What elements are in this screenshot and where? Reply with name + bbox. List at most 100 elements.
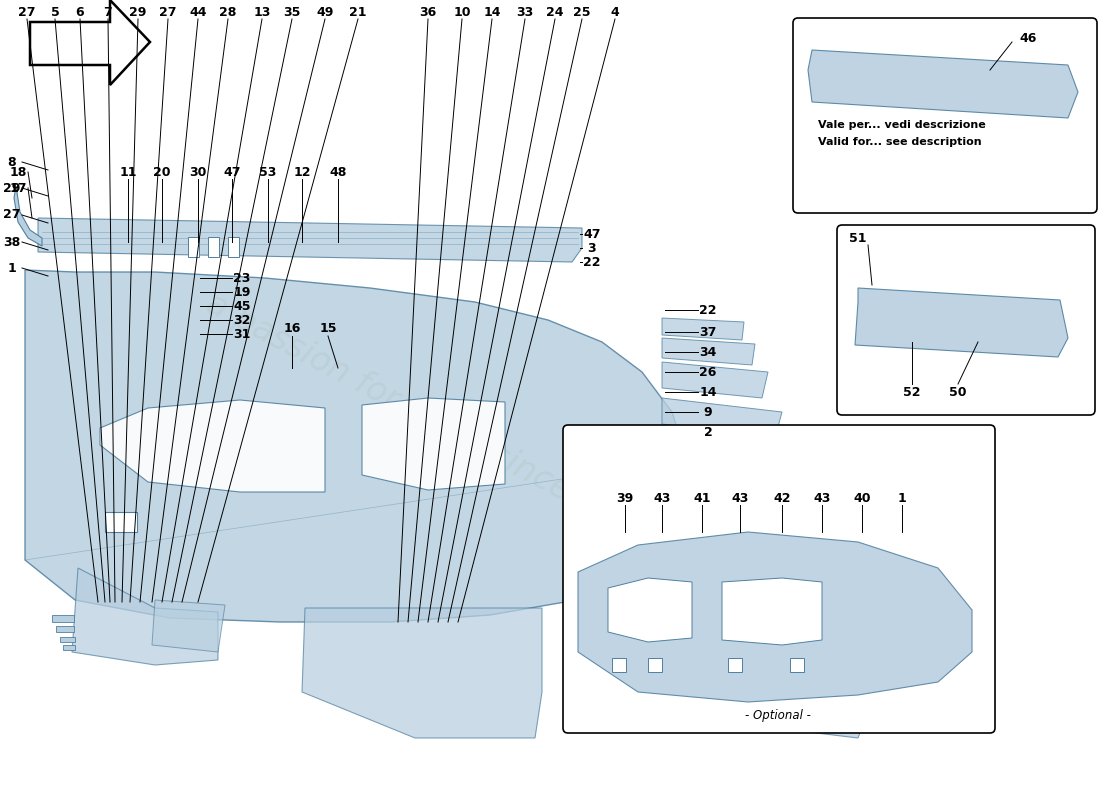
Text: 45: 45: [233, 299, 251, 313]
Text: 47: 47: [223, 166, 241, 178]
Text: 39: 39: [616, 491, 634, 505]
FancyBboxPatch shape: [563, 425, 996, 733]
Bar: [60, 637, 75, 642]
Bar: [52, 615, 74, 622]
Text: 44: 44: [189, 6, 207, 18]
Text: 12: 12: [294, 166, 310, 178]
Text: 27: 27: [19, 6, 35, 18]
Polygon shape: [25, 270, 687, 622]
Text: 10: 10: [453, 6, 471, 18]
Text: 24: 24: [547, 6, 563, 18]
Text: 20: 20: [153, 166, 170, 178]
Polygon shape: [152, 600, 226, 652]
Polygon shape: [808, 672, 872, 738]
Text: 33: 33: [516, 6, 534, 18]
Text: 30: 30: [189, 166, 207, 178]
Text: 35: 35: [284, 6, 300, 18]
Text: Valid for... see description: Valid for... see description: [818, 137, 981, 147]
Polygon shape: [662, 398, 782, 438]
Text: 7: 7: [103, 6, 112, 18]
Bar: [56, 626, 74, 632]
Bar: [728, 658, 743, 672]
Text: - Optional -: - Optional -: [745, 709, 811, 722]
Text: 31: 31: [233, 327, 251, 341]
Text: 5: 5: [51, 6, 59, 18]
Text: 6: 6: [76, 6, 85, 18]
Text: 1: 1: [898, 491, 906, 505]
Polygon shape: [608, 578, 692, 642]
Text: 22: 22: [700, 303, 717, 317]
Bar: [648, 658, 662, 672]
Text: 1: 1: [8, 262, 16, 274]
Text: 43: 43: [732, 491, 749, 505]
Text: 52: 52: [903, 386, 921, 398]
Text: 14: 14: [700, 386, 717, 398]
Text: 9: 9: [704, 406, 713, 418]
Polygon shape: [722, 578, 822, 645]
Polygon shape: [72, 568, 218, 665]
Polygon shape: [575, 632, 705, 715]
Polygon shape: [302, 608, 542, 738]
Text: 11: 11: [119, 166, 136, 178]
Text: 3: 3: [587, 242, 596, 254]
Text: 41: 41: [693, 491, 711, 505]
Bar: [790, 658, 804, 672]
Polygon shape: [715, 648, 792, 728]
Bar: [208, 237, 219, 257]
Polygon shape: [662, 318, 744, 340]
Polygon shape: [578, 532, 972, 702]
Polygon shape: [662, 438, 792, 474]
Text: 50: 50: [949, 386, 967, 398]
Text: 16: 16: [284, 322, 300, 334]
Text: 25: 25: [573, 6, 591, 18]
FancyBboxPatch shape: [837, 225, 1094, 415]
Text: 46: 46: [1020, 31, 1036, 45]
Text: 38: 38: [3, 235, 21, 249]
Text: 19: 19: [233, 286, 251, 298]
Text: 13: 13: [253, 6, 271, 18]
Polygon shape: [30, 0, 150, 85]
Text: 22: 22: [583, 255, 601, 269]
Polygon shape: [100, 400, 324, 492]
Text: 23: 23: [233, 271, 251, 285]
Text: 21: 21: [350, 6, 366, 18]
Text: 48: 48: [329, 166, 346, 178]
Text: 34: 34: [700, 346, 717, 358]
Bar: [228, 237, 239, 257]
Polygon shape: [362, 398, 505, 490]
Bar: [104, 512, 138, 532]
Polygon shape: [662, 338, 755, 365]
Polygon shape: [39, 218, 582, 262]
Text: 2: 2: [704, 426, 713, 438]
Text: 15: 15: [319, 322, 337, 334]
Polygon shape: [855, 288, 1068, 357]
Polygon shape: [14, 186, 42, 246]
Text: 51: 51: [849, 231, 867, 245]
Text: 43: 43: [813, 491, 830, 505]
Bar: [612, 658, 626, 672]
Polygon shape: [808, 50, 1078, 118]
Text: 49: 49: [317, 6, 333, 18]
Text: Vale per... vedi descrizione: Vale per... vedi descrizione: [818, 120, 986, 130]
Text: 47: 47: [583, 227, 601, 241]
Text: 27: 27: [3, 209, 21, 222]
Text: a passion for parts since 1985: a passion for parts since 1985: [200, 287, 660, 553]
Bar: [188, 237, 199, 257]
FancyBboxPatch shape: [793, 18, 1097, 213]
Text: 53: 53: [260, 166, 277, 178]
Text: 29: 29: [130, 6, 146, 18]
Text: 42: 42: [773, 491, 791, 505]
Text: 18: 18: [9, 166, 26, 178]
Text: 4: 4: [610, 6, 619, 18]
Text: 8: 8: [8, 155, 16, 169]
Text: 14: 14: [483, 6, 500, 18]
Text: 17: 17: [9, 182, 26, 194]
Text: 40: 40: [854, 491, 871, 505]
Text: 26: 26: [700, 366, 717, 378]
Polygon shape: [662, 362, 768, 398]
Text: 36: 36: [419, 6, 437, 18]
Text: 27: 27: [160, 6, 177, 18]
Bar: [63, 645, 75, 650]
Text: 43: 43: [653, 491, 671, 505]
Text: 29: 29: [3, 182, 21, 194]
